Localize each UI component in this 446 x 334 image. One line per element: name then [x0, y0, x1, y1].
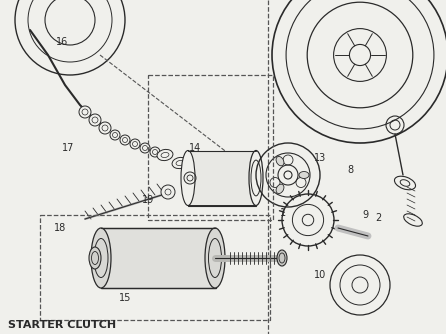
Bar: [101, 228, 216, 288]
Circle shape: [150, 147, 160, 157]
Circle shape: [79, 106, 91, 118]
Text: 8: 8: [347, 165, 353, 175]
Ellipse shape: [230, 182, 246, 194]
Ellipse shape: [217, 176, 233, 188]
Text: 1: 1: [280, 208, 286, 218]
Ellipse shape: [181, 151, 195, 205]
Bar: [188, 151, 256, 206]
Text: 19: 19: [142, 195, 154, 205]
Text: 13: 13: [314, 153, 326, 163]
Ellipse shape: [277, 250, 287, 266]
Text: 17: 17: [62, 143, 74, 153]
Ellipse shape: [89, 247, 101, 269]
Ellipse shape: [299, 171, 309, 178]
Circle shape: [110, 130, 120, 140]
Ellipse shape: [276, 184, 284, 193]
Text: 15: 15: [119, 293, 131, 303]
Ellipse shape: [187, 164, 203, 176]
Ellipse shape: [91, 228, 111, 288]
Circle shape: [89, 114, 101, 126]
Circle shape: [140, 143, 150, 153]
Text: STARTER CLUTCH: STARTER CLUTCH: [8, 320, 116, 330]
Circle shape: [120, 135, 130, 145]
Ellipse shape: [172, 157, 188, 169]
Text: 10: 10: [314, 270, 326, 280]
Text: 14: 14: [189, 143, 201, 153]
Text: 9: 9: [362, 210, 368, 220]
Ellipse shape: [157, 149, 173, 161]
Text: 2: 2: [375, 213, 381, 223]
Bar: [148, 75, 273, 220]
Bar: [40, 215, 270, 320]
Circle shape: [161, 185, 175, 199]
Ellipse shape: [205, 228, 225, 288]
Text: 16: 16: [56, 37, 68, 47]
Circle shape: [99, 122, 111, 134]
Circle shape: [130, 139, 140, 149]
Ellipse shape: [202, 170, 218, 182]
Ellipse shape: [249, 151, 263, 205]
Ellipse shape: [276, 156, 284, 166]
Text: 18: 18: [54, 223, 66, 233]
